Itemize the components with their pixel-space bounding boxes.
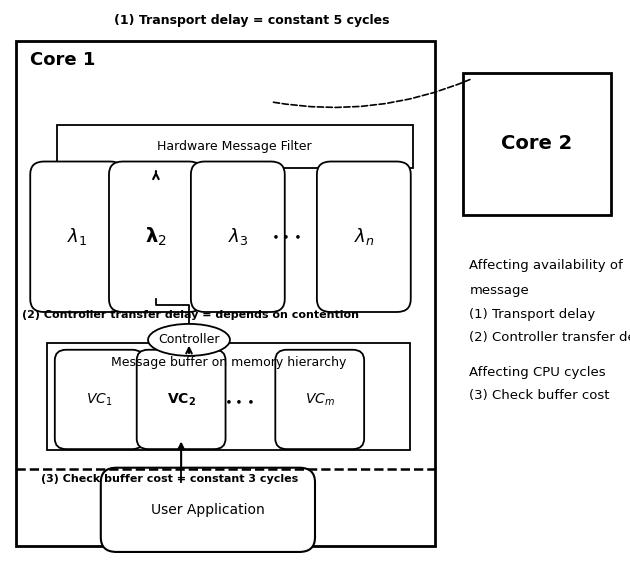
Text: $\lambda_n$: $\lambda_n$ <box>353 226 374 248</box>
Text: $\lambda_1$: $\lambda_1$ <box>67 226 88 248</box>
Text: Hardware Message Filter: Hardware Message Filter <box>158 140 312 153</box>
FancyBboxPatch shape <box>317 162 411 312</box>
Ellipse shape <box>148 324 230 356</box>
Text: (1) Transport delay = constant 5 cycles: (1) Transport delay = constant 5 cycles <box>114 14 390 27</box>
Text: $\bullet\bullet\bullet$: $\bullet\bullet\bullet$ <box>272 229 302 242</box>
Bar <box>57 125 413 168</box>
Bar <box>47 343 410 450</box>
Text: (3) Check buffer cost: (3) Check buffer cost <box>469 389 610 402</box>
Text: $\boldsymbol{\lambda}_2$: $\boldsymbol{\lambda}_2$ <box>145 225 167 248</box>
FancyBboxPatch shape <box>137 350 226 449</box>
Text: Affecting CPU cycles: Affecting CPU cycles <box>469 366 606 379</box>
Bar <box>16 41 435 546</box>
FancyBboxPatch shape <box>101 468 315 552</box>
Text: (2) Controller transfer delay = depends on contention: (2) Controller transfer delay = depends … <box>22 310 359 320</box>
Text: (1) Transport delay: (1) Transport delay <box>469 308 595 321</box>
Text: message: message <box>469 284 529 296</box>
Bar <box>463 73 611 215</box>
Text: Message buffer on memory hierarchy: Message buffer on memory hierarchy <box>111 356 346 368</box>
Text: User Application: User Application <box>151 503 265 517</box>
Text: Core 1: Core 1 <box>30 51 95 69</box>
FancyBboxPatch shape <box>191 162 285 312</box>
Text: Affecting availability of: Affecting availability of <box>469 259 623 271</box>
Text: $\mathbf{VC_2}$: $\mathbf{VC_2}$ <box>167 391 195 408</box>
Text: (2) Controller transfer de: (2) Controller transfer de <box>469 331 630 344</box>
Text: (3) Check buffer cost = constant 3 cycles: (3) Check buffer cost = constant 3 cycle… <box>41 474 298 484</box>
FancyBboxPatch shape <box>30 162 124 312</box>
Text: $\bullet\bullet\bullet$: $\bullet\bullet\bullet$ <box>224 394 255 407</box>
Text: Controller: Controller <box>158 333 220 346</box>
Text: $VC_1$: $VC_1$ <box>86 391 112 408</box>
Text: $\lambda_3$: $\lambda_3$ <box>227 226 248 248</box>
Text: Core 2: Core 2 <box>501 134 573 153</box>
Text: $VC_m$: $VC_m$ <box>305 391 335 408</box>
FancyBboxPatch shape <box>55 350 144 449</box>
FancyBboxPatch shape <box>275 350 364 449</box>
FancyBboxPatch shape <box>109 162 203 312</box>
